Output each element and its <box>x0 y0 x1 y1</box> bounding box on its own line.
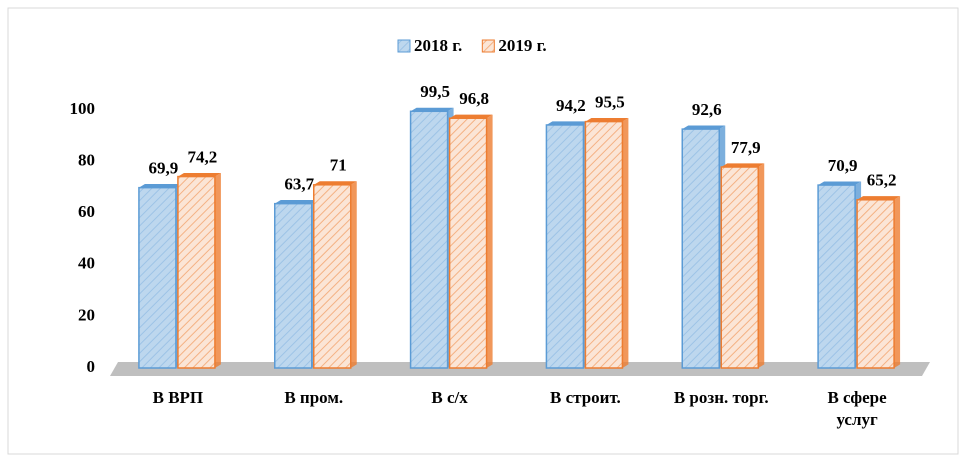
x-tick-label: В сфере услуг <box>827 388 887 429</box>
data-label: 94,2 <box>556 96 586 115</box>
bar-top <box>138 184 182 188</box>
y-tick-label: 20 <box>78 305 95 324</box>
bar-top <box>313 181 357 185</box>
bar <box>584 120 624 369</box>
data-label: 70,9 <box>828 156 858 175</box>
x-tick-label: В строит. <box>550 388 621 407</box>
bar-top <box>177 172 221 177</box>
bar-top <box>721 163 765 168</box>
x-tick-label: В ВРП <box>152 388 204 407</box>
bar-top <box>274 200 318 204</box>
bar <box>313 184 352 369</box>
bar-top <box>546 121 590 125</box>
y-tick-label: 100 <box>70 99 96 118</box>
bar-top <box>585 118 629 122</box>
legend-swatch <box>481 39 495 53</box>
bar-top <box>449 114 493 119</box>
data-label: 74,2 <box>188 147 218 166</box>
data-label: 96,8 <box>459 89 489 108</box>
x-tick-label: В розн. торг. <box>673 388 769 407</box>
data-label: 77,9 <box>731 138 761 157</box>
data-label: 71 <box>330 156 347 175</box>
bar-side <box>894 196 901 368</box>
data-label: 95,5 <box>595 93 625 112</box>
y-tick-label: 60 <box>78 202 95 221</box>
legend-label: 2019 г. <box>498 36 546 55</box>
bar-top <box>857 196 901 200</box>
bar-side <box>622 118 629 368</box>
data-label: 69,9 <box>149 159 179 178</box>
bar <box>274 202 313 369</box>
data-label: 65,2 <box>867 171 897 190</box>
bar-side <box>350 181 357 368</box>
bar-top <box>410 107 454 112</box>
legend-swatch <box>397 39 411 53</box>
legend-label: 2018 г. <box>414 36 462 55</box>
bar-top <box>818 181 862 186</box>
x-tick-label: В с/х <box>431 388 468 407</box>
data-label: 63,7 <box>284 175 314 194</box>
y-tick-label: 80 <box>78 151 95 170</box>
data-label: 92,6 <box>692 100 722 119</box>
floor <box>110 362 930 376</box>
y-tick-label: 0 <box>87 357 96 376</box>
bar <box>138 186 177 369</box>
bar <box>409 110 449 369</box>
bar-side <box>758 163 765 368</box>
x-tick-label: В пром. <box>284 388 344 407</box>
bar <box>448 117 488 369</box>
bar <box>681 128 720 369</box>
bar <box>856 199 895 369</box>
bar-side <box>486 114 493 368</box>
bar <box>817 184 856 369</box>
y-tick-label: 40 <box>78 254 95 273</box>
bar <box>545 124 585 369</box>
frame <box>7 7 959 455</box>
bar-side <box>214 172 221 368</box>
data-label: 99,5 <box>420 82 450 101</box>
bar-top <box>682 125 726 130</box>
bar <box>720 166 759 369</box>
bar <box>177 175 216 369</box>
